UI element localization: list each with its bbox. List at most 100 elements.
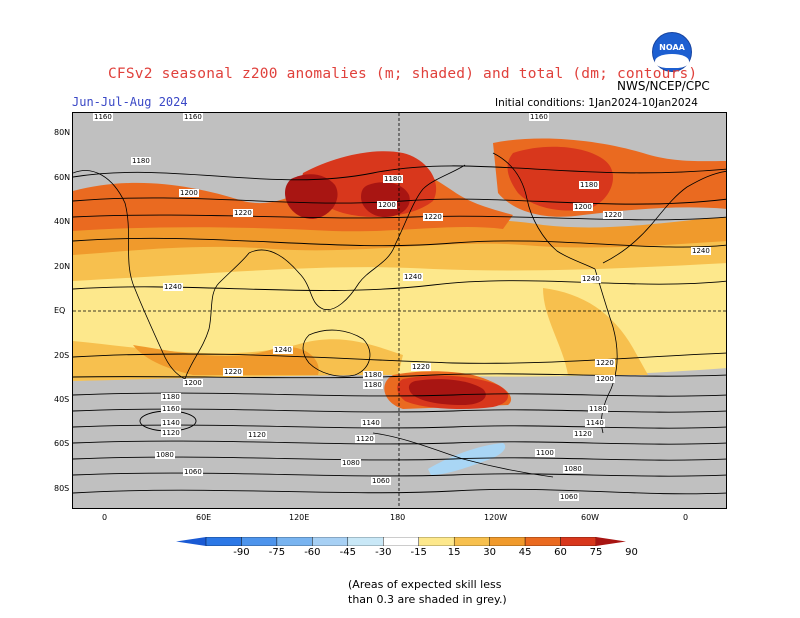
figure-title: CFSv2 seasonal z200 anomalies (m; shaded… <box>108 66 698 82</box>
colorbar-tick-label: -30 <box>375 547 392 558</box>
lon-label-120e: 120E <box>289 513 310 522</box>
colorbar-tick-label: -15 <box>410 547 427 558</box>
colorbar-segment <box>383 537 419 546</box>
contour-label: 1180 <box>588 405 608 413</box>
colorbar-tick-label: -90 <box>233 547 250 558</box>
colorbar-tick-label: 90 <box>625 547 638 558</box>
lon-label-60w: 60W <box>581 513 600 522</box>
colorbar-segment <box>489 537 526 546</box>
contour-label: 1180 <box>579 181 599 189</box>
colorbar-segment <box>241 537 278 546</box>
contour-label: 1220 <box>423 213 443 221</box>
lat-label-60n: 60N <box>54 173 71 182</box>
colorbar-tick-label: 60 <box>554 547 567 558</box>
contour-label: 1240 <box>581 275 601 283</box>
contour-label: 1200 <box>179 189 199 197</box>
lat-label-eq: EQ <box>54 306 66 315</box>
contour-label: 1200 <box>377 201 397 209</box>
contour-label: 1100 <box>535 449 555 457</box>
contour-label: 1200 <box>595 375 615 383</box>
colorbar-tick-label: 75 <box>589 547 603 558</box>
lat-label-80n: 80N <box>54 128 71 137</box>
coastlines <box>73 152 726 478</box>
colorbar-segment <box>205 537 242 546</box>
colorbar-tip-low <box>176 537 206 546</box>
contour-label: 1160 <box>183 113 203 121</box>
contour-label: 1180 <box>363 381 383 389</box>
colorbar <box>176 537 626 546</box>
contour-label: 1220 <box>233 209 253 217</box>
footnote-line-1: (Areas of expected skill less <box>348 578 502 591</box>
contour-label: 1240 <box>403 273 423 281</box>
contour-label: 1220 <box>223 368 243 376</box>
contour-label: 1140 <box>161 419 181 427</box>
colorbar-segment <box>418 537 455 546</box>
map-panel: 1160 1160 1160 1180 1200 1220 1180 1200 1220 1180… <box>72 112 727 509</box>
anomaly-dark-red-pacific <box>361 182 410 217</box>
colorbar-segment <box>276 537 313 546</box>
contour-label: 1240 <box>273 346 293 354</box>
contour-label: 1060 <box>559 493 579 501</box>
anomaly-dark-red-south <box>408 379 486 405</box>
colorbar-tick-label: -60 <box>304 547 321 558</box>
lat-label-20n: 20N <box>54 262 71 271</box>
lon-label-60e: 60E <box>196 513 212 522</box>
colorbar-tick-label: -45 <box>339 547 356 558</box>
footnote: (Areas of expected skill less than 0.3 a… <box>348 577 507 607</box>
lon-label-180: 180 <box>390 513 406 522</box>
contour-label: 1200 <box>573 203 593 211</box>
agency-label: NWS/NCEP/CPC <box>617 79 710 93</box>
contour-label: 1160 <box>161 405 181 413</box>
anomaly-orange-sw <box>133 345 319 375</box>
anomaly-map <box>73 113 726 508</box>
contour-label: 1220 <box>603 211 623 219</box>
contour-label: 1180 <box>383 175 403 183</box>
contour-label: 1160 <box>93 113 113 121</box>
colorbar-segment <box>347 537 384 546</box>
contour-label: 1120 <box>247 431 267 439</box>
contour-label: 1080 <box>155 451 175 459</box>
contour-label: 1120 <box>573 430 593 438</box>
colorbar-segment <box>312 537 349 546</box>
contour-label: 1240 <box>163 283 183 291</box>
contour-label: 1060 <box>371 477 391 485</box>
contour-label: 1140 <box>585 419 605 427</box>
lon-label-0-east: 0 <box>683 513 689 522</box>
contour-label: 1200 <box>183 379 203 387</box>
lat-label-20s: 20S <box>54 351 70 360</box>
contour-label: 1080 <box>341 459 361 467</box>
initial-conditions: Initial conditions: 1Jan2024-10Jan2024 <box>495 97 698 109</box>
colorbar-segment <box>560 537 597 546</box>
noaa-logo: NOAA <box>652 32 692 72</box>
anomaly-yellow-orange-southeast <box>543 288 648 375</box>
contour-label: 1160 <box>529 113 549 121</box>
contour-label: 1140 <box>361 419 381 427</box>
contour-label: 1240 <box>691 247 711 255</box>
lon-label-0: 0 <box>102 513 108 522</box>
noaa-logo-text: NOAA <box>659 43 685 52</box>
anomaly-light-blue <box>428 443 506 475</box>
colorbar-segment <box>453 537 490 546</box>
colorbar-tick-label: 45 <box>518 547 532 558</box>
anomaly-dark-red-asia <box>285 174 338 219</box>
season-label: Jun-Jul-Aug 2024 <box>72 95 188 109</box>
anomaly-red-namerica <box>507 146 614 211</box>
contour-label: 1180 <box>131 157 151 165</box>
colorbar-tip-high <box>596 537 626 546</box>
lat-label-60s: 60S <box>54 439 70 448</box>
colorbar-tick-label: 30 <box>483 547 496 558</box>
contour-label: 1220 <box>411 363 431 371</box>
lat-label-40n: 40N <box>54 217 71 226</box>
contour-label: 1060 <box>183 468 203 476</box>
colorbar-segment <box>524 537 561 546</box>
colorbar-tick-label: -75 <box>268 547 286 558</box>
contour-label: 1180 <box>363 371 383 379</box>
contour-label: 1180 <box>161 393 181 401</box>
lon-label-120w: 120W <box>484 513 508 522</box>
contour-label: 1220 <box>595 359 615 367</box>
colorbar-tick-label: 15 <box>447 547 461 558</box>
footnote-line-2: than 0.3 are shaded in grey.) <box>348 593 507 606</box>
contour-label: 1080 <box>563 465 583 473</box>
contour-label: 1120 <box>161 429 181 437</box>
contour-label: 1120 <box>355 435 375 443</box>
